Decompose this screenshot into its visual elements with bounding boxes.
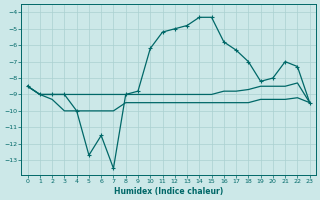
X-axis label: Humidex (Indice chaleur): Humidex (Indice chaleur) <box>114 187 223 196</box>
